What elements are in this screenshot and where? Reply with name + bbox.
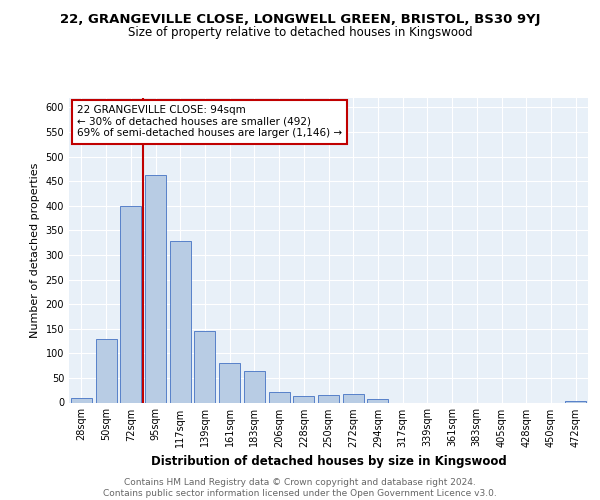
Text: 22 GRANGEVILLE CLOSE: 94sqm
← 30% of detached houses are smaller (492)
69% of se: 22 GRANGEVILLE CLOSE: 94sqm ← 30% of det… (77, 105, 342, 138)
Bar (71, 398, 92, 402)
Bar (343, 394, 364, 402)
Y-axis label: Number of detached properties: Number of detached properties (30, 162, 40, 338)
Text: Size of property relative to detached houses in Kingswood: Size of property relative to detached ho… (128, 26, 472, 39)
Bar (194, 331, 215, 402)
Bar (318, 395, 339, 402)
Bar (269, 392, 290, 402)
Bar (244, 370, 265, 402)
Text: Contains HM Land Registry data © Crown copyright and database right 2024.
Contai: Contains HM Land Registry data © Crown c… (103, 478, 497, 498)
Bar (95, 338, 116, 402)
Bar (120, 206, 141, 402)
Bar (219, 363, 240, 403)
X-axis label: Distribution of detached houses by size in Kingswood: Distribution of detached houses by size … (151, 455, 506, 468)
Bar (367, 399, 388, 402)
Bar (293, 396, 314, 402)
Bar (145, 175, 166, 402)
Bar (170, 241, 191, 402)
Text: 22, GRANGEVILLE CLOSE, LONGWELL GREEN, BRISTOL, BS30 9YJ: 22, GRANGEVILLE CLOSE, LONGWELL GREEN, B… (60, 12, 540, 26)
Bar (565, 400, 586, 402)
